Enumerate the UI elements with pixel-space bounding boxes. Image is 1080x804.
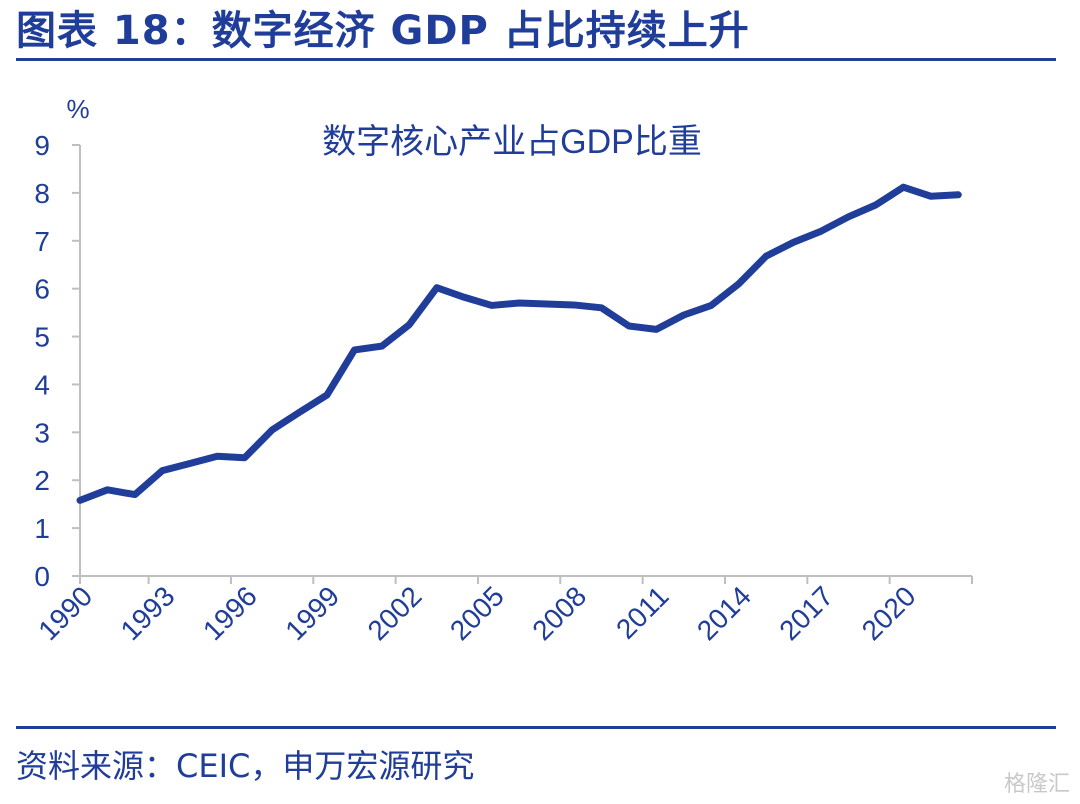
x-tick-label: 2002: [362, 580, 428, 646]
bottom-divider: [16, 726, 1056, 729]
y-tick-label: 2: [34, 465, 50, 496]
x-tick-label: 2017: [773, 580, 839, 646]
y-tick-label: 6: [34, 274, 50, 305]
y-tick-label: 9: [34, 130, 50, 161]
x-tick-label: 1996: [197, 580, 263, 646]
figure-title: 图表 18：数字经济 GDP 占比持续上升: [16, 8, 750, 54]
top-divider: [16, 58, 1056, 61]
source-note: 资料来源：CEIC，申万宏源研究: [16, 747, 475, 785]
x-axis: 1990 1993 1996 1999 2002 2005 2008 2011 2014 2017…: [32, 575, 973, 646]
x-tick-label: 2011: [610, 580, 675, 645]
y-tick-label: 0: [34, 561, 50, 592]
x-tick-label: 1993: [115, 580, 181, 646]
x-tick-label: 2014: [691, 580, 757, 646]
x-tick-label: 1999: [279, 580, 345, 646]
y-tick-label: 4: [34, 369, 50, 400]
x-tick-label: 2020: [856, 580, 922, 646]
y-tick-label: 3: [34, 417, 50, 448]
y-tick-label: 5: [34, 322, 50, 353]
y-tick-label: 1: [34, 513, 50, 544]
watermark: 格隆汇: [1003, 772, 1070, 797]
x-tick-label: 2005: [444, 580, 510, 646]
x-tick-label: 2008: [526, 580, 592, 646]
y-tick-label: 7: [34, 226, 50, 257]
chart-title: 数字核心产业占GDP比重: [322, 123, 702, 161]
series-layer: [76, 183, 962, 504]
y-unit-label: %: [66, 94, 89, 124]
y-tick-label: 8: [34, 178, 50, 209]
series-line: [76, 183, 962, 504]
y-axis: 0 1 2 3 4 5 6 7 8 9: [34, 130, 81, 592]
